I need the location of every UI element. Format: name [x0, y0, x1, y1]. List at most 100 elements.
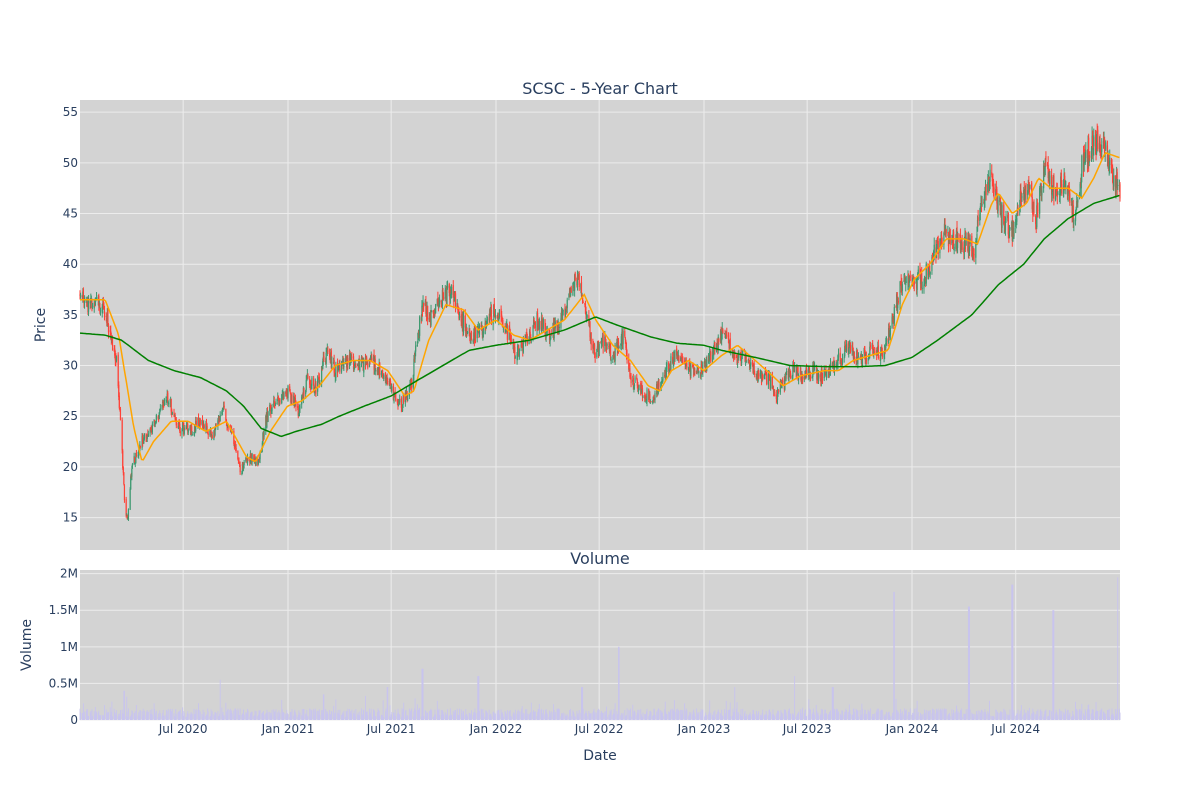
- candle-body: [713, 345, 715, 356]
- volume-bar: [447, 709, 449, 720]
- volume-bar: [313, 708, 315, 720]
- volume-bar: [346, 716, 348, 720]
- candle-body: [997, 200, 999, 212]
- volume-bar: [793, 716, 795, 720]
- candle-body: [361, 356, 363, 361]
- candle-body: [956, 235, 959, 248]
- candle-body: [632, 377, 634, 387]
- candle-body: [668, 370, 670, 372]
- candle-body: [493, 303, 495, 314]
- candle-body: [163, 399, 165, 406]
- candle-body: [340, 364, 343, 372]
- volume-bar: [1005, 714, 1007, 720]
- volume-bar: [85, 710, 87, 720]
- candle-body: [977, 217, 979, 221]
- volume-bar: [480, 708, 482, 720]
- candle-body: [430, 310, 432, 326]
- candle-body: [948, 238, 950, 244]
- volume-bar: [911, 714, 913, 720]
- candle-body: [1008, 231, 1011, 237]
- volume-bar: [835, 709, 837, 720]
- candle-body: [217, 420, 219, 426]
- candle-body: [143, 433, 145, 440]
- volume-bar: [127, 717, 129, 720]
- candle-body: [1107, 159, 1109, 162]
- volume-bar: [309, 708, 311, 720]
- volume-bar: [1008, 716, 1010, 720]
- volume-bar: [724, 709, 725, 720]
- volume-bar: [522, 712, 524, 720]
- volume-bar: [617, 714, 619, 720]
- candle-body: [334, 372, 336, 377]
- volume-bar: [786, 715, 788, 720]
- volume-bar: [861, 708, 863, 720]
- candle-body: [715, 344, 718, 352]
- volume-bar: [537, 708, 539, 720]
- volume-bar: [135, 704, 137, 720]
- candle-body: [1044, 168, 1046, 173]
- volume-bar: [247, 710, 249, 720]
- volume-bar: [630, 708, 631, 720]
- volume-bar: [314, 708, 316, 720]
- volume-bar: [1047, 716, 1049, 720]
- volume-bar: [680, 709, 682, 720]
- candle-body: [1031, 182, 1033, 195]
- volume-bar: [721, 715, 723, 720]
- candle-body: [181, 429, 183, 435]
- volume-bar: [749, 713, 751, 720]
- candle-body: [1047, 162, 1049, 167]
- candle-body: [222, 408, 224, 410]
- volume-bar: [828, 711, 830, 720]
- candle-body: [1036, 205, 1038, 213]
- volume-bar: [126, 696, 128, 720]
- candle-body: [800, 381, 803, 383]
- volume-bar: [277, 712, 279, 720]
- volume-bar: [1087, 709, 1088, 720]
- volume-bar: [262, 712, 264, 720]
- candle-body: [261, 442, 263, 450]
- volume-bar: [606, 706, 608, 720]
- candle-body: [831, 364, 833, 366]
- candle-body: [1016, 207, 1019, 215]
- volume-bar: [238, 715, 240, 720]
- volume-bar: [500, 709, 502, 720]
- volume-bar: [146, 711, 148, 720]
- candle-body: [1101, 144, 1103, 152]
- volume-bar: [1057, 714, 1059, 720]
- volume-bar: [474, 708, 476, 720]
- candle-body: [450, 286, 453, 295]
- candle-body: [379, 362, 381, 375]
- volume-bar: [102, 715, 104, 720]
- volume-bar: [712, 714, 713, 720]
- candle-body: [221, 408, 224, 412]
- candle-body: [1096, 134, 1098, 154]
- volume-bar: [435, 714, 437, 720]
- volume-bar: [896, 709, 898, 720]
- volume-bar: [349, 713, 351, 720]
- volume-bar: [662, 716, 664, 720]
- volume-bar: [701, 710, 703, 720]
- volume-bar: [1003, 716, 1005, 720]
- volume-bar: [889, 716, 891, 720]
- candle-body: [289, 386, 291, 391]
- volume-bar: [194, 714, 195, 720]
- candle-body: [900, 280, 902, 286]
- volume-bar: [143, 715, 145, 720]
- volume-bar: [785, 710, 786, 720]
- volume-bar: [566, 715, 568, 720]
- volume-bar: [818, 715, 819, 720]
- candle-body: [929, 265, 931, 275]
- candle-body: [480, 324, 482, 328]
- candle-body: [532, 326, 534, 340]
- volume-bar: [457, 714, 459, 720]
- volume-bar: [773, 715, 775, 720]
- volume-bar: [396, 713, 398, 720]
- volume-bar: [657, 708, 659, 720]
- volume-bar: [999, 711, 1001, 720]
- volume-bar: [477, 676, 479, 720]
- candle-body: [310, 384, 312, 389]
- volume-bar: [351, 709, 353, 720]
- volume-bar: [277, 716, 279, 720]
- candle-body: [438, 303, 440, 307]
- volume-bar: [794, 676, 796, 720]
